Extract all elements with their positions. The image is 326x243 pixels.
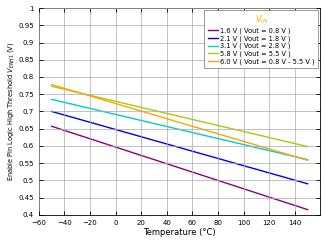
Legend: 1.6 V ( Vout = 0.8 V ), 2.1 V ( Vout = 1.8 V ), 3.1 V ( Vout = 2.8 V ), 5.8 V ( : 1.6 V ( Vout = 0.8 V ), 2.1 V ( Vout = 1… bbox=[204, 10, 319, 68]
X-axis label: Temperature (°C): Temperature (°C) bbox=[143, 228, 216, 237]
Y-axis label: Enable Pin Logic High Threshold $V_{ENH1}$ (V): Enable Pin Logic High Threshold $V_{ENH1… bbox=[6, 42, 16, 181]
